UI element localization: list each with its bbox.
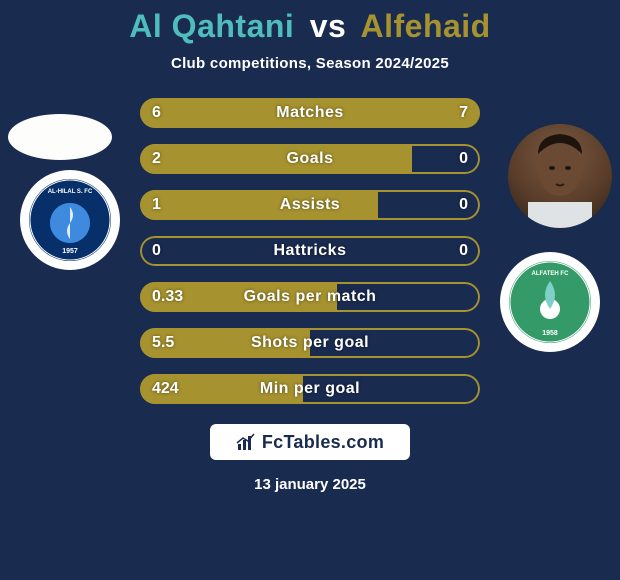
subtitle: Club competitions, Season 2024/2025	[0, 55, 620, 72]
crest-left-year: 1957	[62, 248, 78, 255]
crest-right-inner: ALFATEH FC 1958	[509, 261, 591, 343]
stat-value-left: 6	[152, 98, 161, 128]
title-vs: vs	[304, 8, 353, 44]
branding-badge: FcTables.com	[210, 424, 410, 460]
stat-value-left: 424	[152, 374, 179, 404]
title-player1: Al Qahtani	[129, 8, 294, 44]
stat-value-right: 0	[459, 236, 468, 266]
player2-club-crest: ALFATEH FC 1958	[500, 252, 600, 352]
stat-value-right: 0	[459, 144, 468, 174]
stat-value-left: 0	[152, 236, 161, 266]
stat-row: Matches6 7	[140, 98, 480, 128]
date: 13 january 2025	[0, 476, 620, 493]
stat-label: Shots per goal	[140, 328, 480, 358]
infographic-container: Al Qahtani vs Alfehaid Club competitions…	[0, 0, 620, 580]
player1-club-crest: AL-HILAL S. FC 1957	[20, 170, 120, 270]
stat-value-left: 0.33	[152, 282, 183, 312]
stat-value-left: 5.5	[152, 328, 174, 358]
stat-value-left: 2	[152, 144, 161, 174]
bar-chart-icon	[236, 432, 256, 452]
stat-value-right: 0	[459, 190, 468, 220]
player1-portrait	[8, 114, 112, 160]
stat-row: Goals2 0	[140, 144, 480, 174]
stat-row: Hattricks0 0	[140, 236, 480, 266]
branding-text: FcTables.com	[262, 432, 384, 453]
stat-row: Shots per goal5.5	[140, 328, 480, 358]
stat-label: Goals	[140, 144, 480, 174]
stat-label: Hattricks	[140, 236, 480, 266]
stat-row: Goals per match0.33	[140, 282, 480, 312]
player2-portrait	[508, 124, 612, 228]
crest-right-label: ALFATEH FC	[532, 271, 570, 277]
crest-right-year: 1958	[542, 330, 558, 337]
stat-value-right: 7	[459, 98, 468, 128]
stat-value-left: 1	[152, 190, 161, 220]
stat-label: Goals per match	[140, 282, 480, 312]
stat-row: Min per goal424	[140, 374, 480, 404]
crest-left-inner: AL-HILAL S. FC 1957	[29, 179, 111, 261]
stat-row: Assists1 0	[140, 190, 480, 220]
title: Al Qahtani vs Alfehaid	[0, 8, 620, 45]
title-player2: Alfehaid	[360, 8, 490, 44]
stat-label: Assists	[140, 190, 480, 220]
stat-label: Matches	[140, 98, 480, 128]
stat-label: Min per goal	[140, 374, 480, 404]
crest-left-label: AL-HILAL S. FC	[48, 189, 93, 195]
